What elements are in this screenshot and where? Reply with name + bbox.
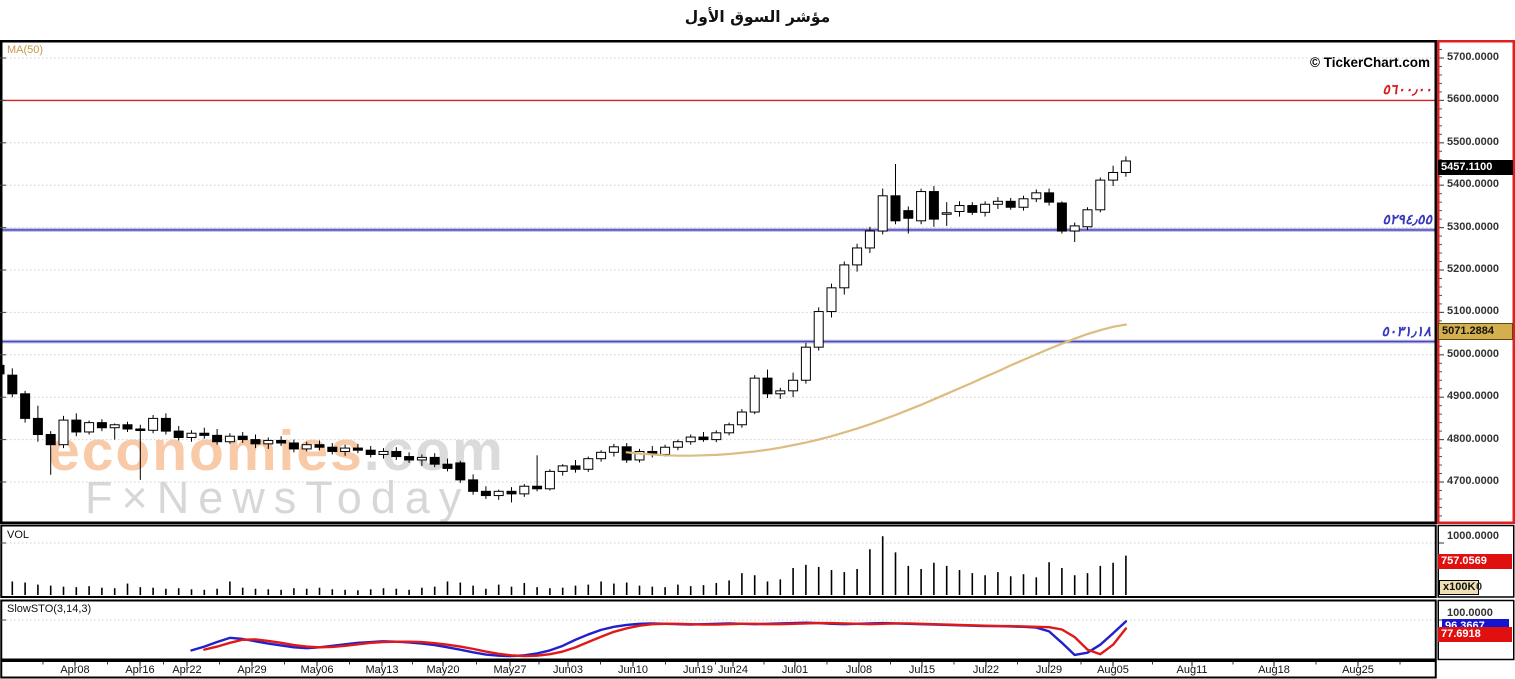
- price-axis-label: 4900.0000: [1447, 390, 1499, 403]
- ma50-value-badge: 5071.2884: [1438, 323, 1513, 340]
- sto-axis-max-label: 100.0000: [1447, 607, 1493, 619]
- date-axis-label: Jul29: [1035, 664, 1063, 676]
- date-axis-label: Apr22: [172, 664, 202, 676]
- price-axis-label: 4700.0000: [1447, 475, 1499, 487]
- support-line-label-2: ٥٠٣١٫١٨: [1381, 324, 1431, 340]
- date-axis-label: Jun10: [618, 664, 648, 676]
- price-axis-label: 5300.0000: [1447, 220, 1499, 233]
- stochastic-panel-label: SlowSTO(3,14,3): [7, 603, 92, 615]
- date-axis-label: Jul01: [781, 664, 809, 676]
- date-axis-label: May27: [493, 664, 527, 676]
- date-axis-label: Aug25: [1342, 664, 1374, 676]
- sto-d-value-badge: 77.6918: [1438, 627, 1512, 642]
- price-axis-label: 5700.0000: [1447, 51, 1499, 63]
- stochastic-axis: 100.0000 96.3667 77.6918: [1437, 600, 1515, 661]
- date-axis: Apr08 Apr16 Apr22 Apr29 May06 May13 May20 May27…: [0, 661, 1437, 679]
- date-axis-label: Jul08: [845, 664, 873, 676]
- date-axis-label: Aug18: [1258, 664, 1290, 676]
- date-axis-label: Jul15: [908, 664, 936, 676]
- price-axis: 5457.1100 5071.2884 5700.0000 5600.0000 55…: [1437, 40, 1515, 523]
- price-axis-label: 5200.0000: [1447, 263, 1499, 275]
- ma50-indicator-label: MA(50): [7, 44, 44, 56]
- date-axis-label: Jul22: [972, 664, 1000, 676]
- price-axis-label: 5000.0000: [1447, 347, 1499, 360]
- date-axis-label: Apr29: [237, 664, 267, 676]
- price-axis-label: 5100.0000: [1447, 305, 1499, 318]
- volume-panel-label: VOL: [7, 529, 30, 541]
- watermark-fxnewstoday: F×NewsToday: [85, 472, 471, 523]
- volume-value-badge: 757.0569: [1438, 554, 1512, 569]
- date-axis-label: Apr16: [125, 664, 155, 676]
- volume-scale-badge: x100K: [1439, 580, 1480, 595]
- tickerchart-copyright: © TickerChart.com: [1310, 55, 1430, 70]
- support-line-label-1: ٥٢٩٤٫٥٥: [1382, 212, 1432, 228]
- resistance-line-label: ٥٦٠٠٫٠٠: [1382, 82, 1432, 98]
- date-axis-label: Jun19: [683, 664, 713, 676]
- watermark-economies-text: economies: [48, 419, 364, 483]
- price-axis-label: 4800.0000: [1447, 432, 1499, 445]
- date-axis-label: Apr08: [60, 664, 90, 676]
- date-axis-label: Jun03: [553, 664, 583, 676]
- volume-axis-max-label: 1000.0000: [1447, 530, 1499, 542]
- volume-axis: 1000.0000 757.0569 x100K 0: [1437, 525, 1515, 598]
- date-axis-label: Jun24: [718, 664, 748, 676]
- last-price-badge: 5457.1100: [1438, 160, 1513, 175]
- date-axis-label: May06: [300, 664, 334, 676]
- date-axis-label: May13: [365, 664, 399, 676]
- volume-zero-label: 0: [1476, 581, 1483, 593]
- date-axis-label: May20: [426, 664, 460, 676]
- price-axis-label: 5500.0000: [1447, 135, 1499, 148]
- price-axis-label: 5600.0000: [1447, 93, 1499, 106]
- date-axis-label: Aug05: [1097, 664, 1129, 676]
- chart-title: مؤشر السوق الأول: [684, 8, 831, 26]
- price-axis-label: 5400.0000: [1447, 178, 1499, 191]
- date-axis-label: Aug11: [1176, 664, 1208, 676]
